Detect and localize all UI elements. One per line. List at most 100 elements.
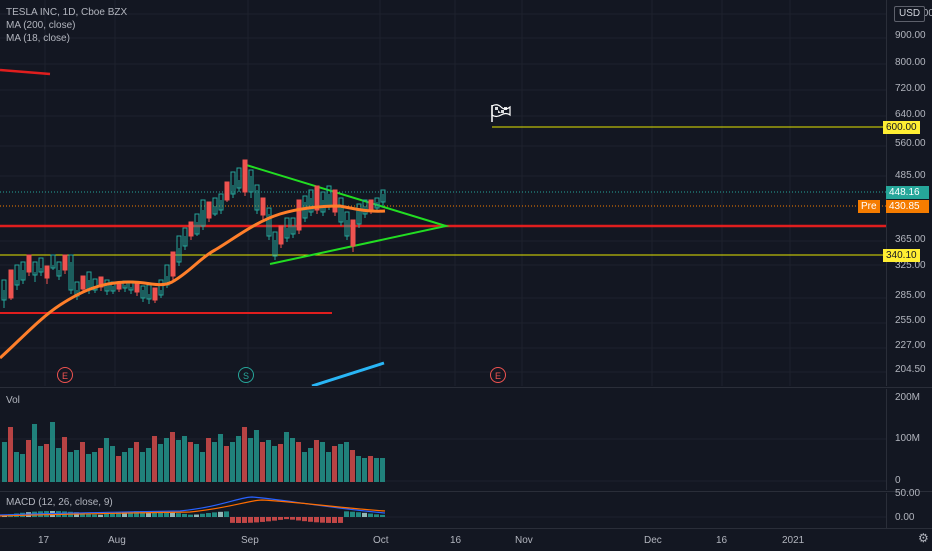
legend-ma200[interactable]: MA (200, close)	[6, 20, 76, 31]
candle-body	[308, 189, 314, 213]
volume-bar	[266, 440, 271, 482]
candle-body	[68, 254, 74, 291]
split-event-icon[interactable]: S	[238, 367, 254, 383]
price-tick: 800.00	[895, 57, 926, 68]
time-label: 16	[450, 535, 462, 546]
red-trend-line	[0, 68, 51, 76]
macd-tick: 0.00	[895, 512, 915, 523]
time-label: Dec	[644, 535, 662, 546]
price-tick: 900.00	[895, 30, 926, 41]
candle-body	[350, 219, 356, 247]
chart-legend: TESLA INC, 1D, Cboe BZX MA (200, close) …	[6, 6, 127, 45]
candle-body	[368, 199, 374, 211]
price-tick: 365.00	[895, 234, 926, 245]
volume-bar	[368, 456, 373, 482]
pane-separator[interactable]	[0, 387, 932, 388]
macd-histogram-bar	[158, 511, 163, 517]
pre-market-label: Pre	[858, 200, 880, 213]
time-label: Aug	[108, 535, 126, 546]
candle-body	[170, 251, 176, 277]
volume-pane[interactable]: Vol	[0, 389, 886, 490]
macd-histogram-bar	[326, 517, 331, 523]
candle-body	[140, 285, 146, 299]
volume-bar	[68, 452, 73, 482]
macd-histogram-bar	[380, 514, 385, 517]
volume-label[interactable]: Vol	[6, 395, 20, 406]
gear-icon[interactable]: ⚙	[918, 531, 929, 545]
legend-symbol[interactable]: TESLA INC, 1D, Cboe BZX	[6, 7, 128, 18]
macd-histogram-bar	[92, 514, 97, 517]
macd-histogram-bar	[332, 517, 337, 523]
triangle-pattern	[242, 163, 450, 265]
macd-histogram-bar	[230, 517, 235, 523]
pre-market-price-tag: 430.85	[886, 200, 929, 213]
flag-icon[interactable]	[490, 104, 512, 122]
price-tag-600: 600.00	[883, 121, 920, 134]
candle-body	[8, 269, 14, 299]
candle-body	[248, 169, 254, 193]
volume-chart	[0, 422, 886, 482]
candle-body	[1, 279, 7, 301]
last-price-tag: 448.16	[886, 186, 929, 199]
volume-bar	[152, 436, 157, 482]
currency-button[interactable]: USD	[894, 6, 926, 22]
volume-axis[interactable]: 200M 100M 0	[886, 389, 932, 490]
candle-body	[374, 197, 380, 209]
volume-bar	[62, 437, 67, 482]
macd-histogram-bar	[86, 513, 91, 517]
volume-bar	[26, 440, 31, 482]
candle-body	[362, 199, 368, 215]
earnings-event-icon[interactable]: E	[57, 367, 73, 383]
macd-pane[interactable]: MACD (12, 26, close, 9)	[0, 493, 886, 528]
candle-body	[188, 221, 194, 237]
candle-body	[230, 171, 236, 195]
time-label: 17	[38, 535, 50, 546]
volume-bar	[212, 442, 217, 482]
time-label: 2021	[782, 535, 805, 546]
macd-histogram-bar	[302, 517, 307, 522]
candle-body	[14, 264, 20, 286]
volume-bar	[338, 444, 343, 482]
macd-histogram-bar	[314, 517, 319, 523]
volume-bar	[176, 440, 181, 482]
macd-histogram-bar	[218, 511, 223, 517]
candle-body	[206, 201, 212, 219]
price-tick: 485.00	[895, 170, 926, 181]
macd-histogram-bar	[164, 511, 169, 517]
volume-bar	[122, 452, 127, 482]
ma200-line	[311, 361, 385, 386]
macd-histogram-bar	[152, 511, 157, 517]
legend-ma18[interactable]: MA (18, close)	[6, 33, 70, 44]
macd-axis[interactable]: 50.00 0.00	[886, 488, 932, 528]
candle-body	[266, 207, 272, 237]
candle-body	[218, 193, 224, 211]
macd-histogram-bar	[104, 513, 109, 517]
price-chart[interactable]	[0, 0, 886, 386]
earnings-event-icon[interactable]: E	[490, 367, 506, 383]
macd-label[interactable]: MACD (12, 26, close, 9)	[6, 497, 113, 508]
volume-bar	[146, 448, 151, 482]
macd-histogram-bar	[236, 517, 241, 523]
macd-histogram-bar	[374, 514, 379, 517]
macd-histogram-bar	[266, 517, 271, 522]
candle-body	[50, 254, 56, 269]
candle-body	[56, 261, 62, 277]
candle-body	[200, 199, 206, 227]
candle-body	[152, 287, 158, 301]
price-pane[interactable]: TESLA INC, 1D, Cboe BZX MA (200, close) …	[0, 0, 886, 386]
price-tick: 204.50	[895, 364, 926, 375]
pane-separator[interactable]	[0, 491, 932, 492]
macd-histogram-bar	[320, 517, 325, 523]
time-axis[interactable]: 17 Aug Sep Oct 16 Nov Dec 16 2021	[0, 528, 932, 551]
macd-histogram-bar	[206, 513, 211, 517]
macd-histogram-bar	[188, 514, 193, 517]
macd-histogram-bar	[284, 517, 289, 520]
candle-body	[194, 213, 200, 235]
candle-body	[224, 181, 230, 201]
candle-body	[62, 254, 68, 271]
macd-histogram-bar	[182, 513, 187, 517]
volume-bar	[170, 432, 175, 482]
volume-bar	[14, 452, 19, 482]
macd-histogram-bar	[350, 511, 355, 517]
candle-body	[338, 197, 344, 223]
